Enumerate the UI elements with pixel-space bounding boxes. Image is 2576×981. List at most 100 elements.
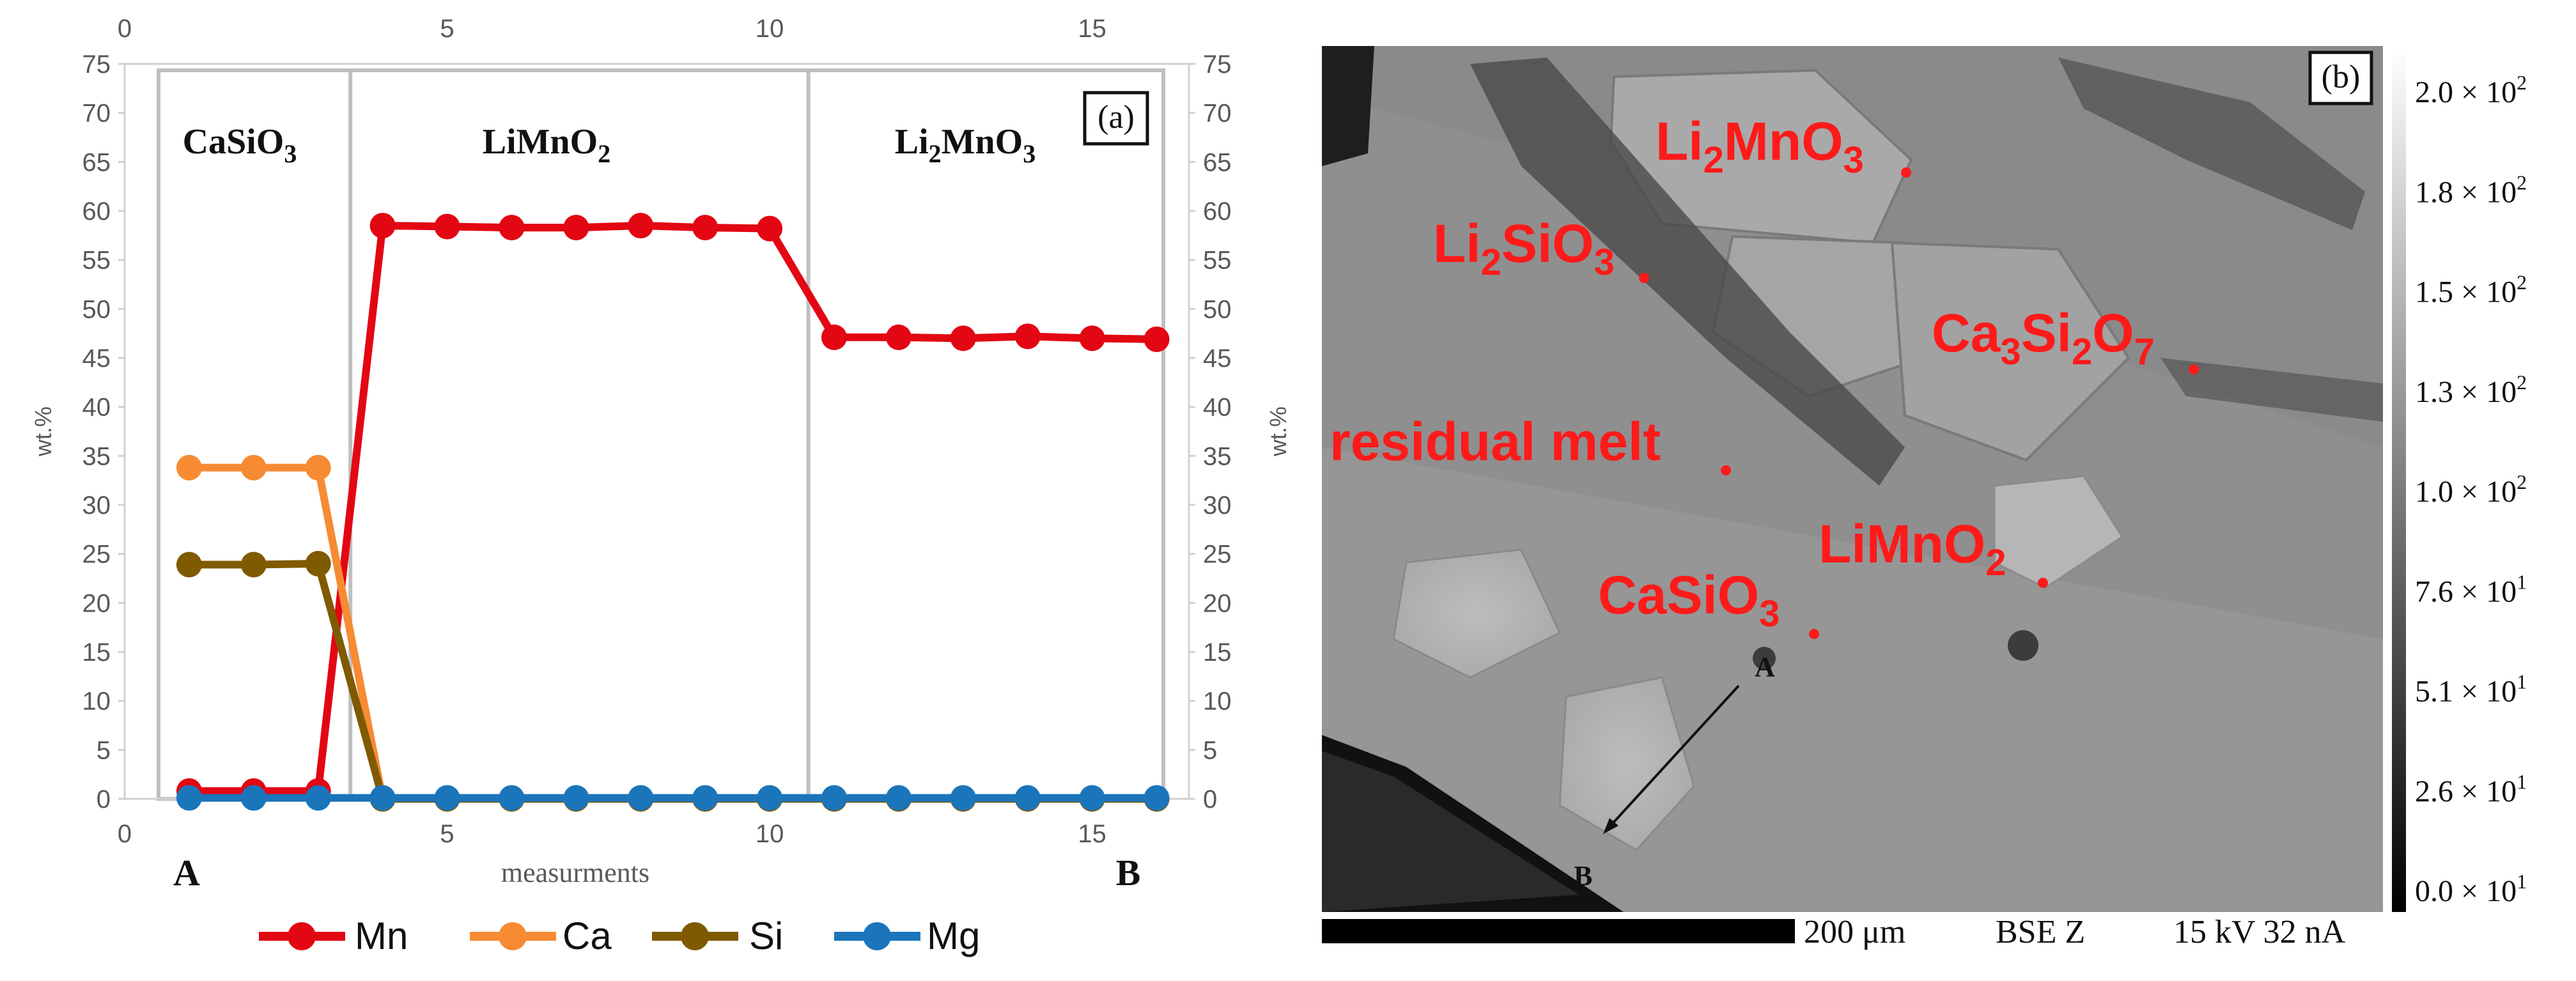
- data-point-mn: [885, 324, 912, 350]
- profile-point-a: A: [1755, 651, 1775, 683]
- micrograph-grain: [1993, 475, 2124, 589]
- y-tick-label-right: 75: [1203, 50, 1232, 79]
- y-tick-label-right: 20: [1203, 589, 1232, 617]
- data-point-mn: [1014, 323, 1041, 350]
- data-point-mg: [563, 785, 589, 811]
- data-point-mg: [757, 785, 783, 811]
- colorbar-labels: 2.0 × 102 1.8 × 102 1.5 × 102 1.3 × 102 1.0 …: [2415, 71, 2527, 908]
- micrograph-streak: [1470, 58, 1905, 486]
- region-label-limno2: LiMnO2: [483, 122, 610, 168]
- phase-label-residual-melt: residual melt: [1330, 412, 1661, 472]
- y-tick-label-left: 15: [82, 638, 111, 667]
- phase-label-li2mno3: Li2MnO3: [1656, 111, 1864, 181]
- data-point-mg: [1014, 785, 1041, 811]
- y-tick-label-left: 60: [82, 197, 111, 226]
- colorbar-label: 7.6 × 101: [2415, 570, 2527, 608]
- colorbar-label: 1.5 × 102: [2415, 271, 2527, 309]
- data-point-mg: [628, 785, 654, 811]
- legend-item-mn: Mn: [259, 915, 408, 957]
- y-tick-label-left: 30: [82, 491, 111, 520]
- legend-item-mg: Mg: [834, 915, 980, 957]
- colorbar-label: 5.1 × 101: [2415, 670, 2527, 709]
- data-point-ca: [240, 454, 267, 481]
- data-point-mn: [628, 213, 654, 238]
- x-ticks-top: 0 5 10 15: [118, 15, 1106, 43]
- profile-line: [1606, 684, 1740, 830]
- micrograph-pit: [2008, 630, 2038, 661]
- data-point-mg: [434, 785, 460, 811]
- micrograph-streak: [2161, 358, 2383, 422]
- region-label-casio3: CaSiO3: [183, 122, 297, 168]
- y-axis-label-right: wt.%: [1265, 406, 1291, 457]
- y-tick-label-left: 0: [97, 785, 111, 814]
- data-point-mg: [369, 785, 396, 811]
- legend-label-si: Si: [749, 915, 783, 957]
- y-tick-label-right: 15: [1203, 638, 1232, 667]
- data-point-si: [305, 551, 331, 576]
- y-tick-label-left: 70: [82, 100, 111, 128]
- data-point-mn: [692, 215, 718, 241]
- y-tick-label-right: 35: [1203, 442, 1232, 470]
- phase-marker: [2038, 578, 2048, 588]
- x-axis-label: measurments: [501, 857, 649, 888]
- plot-frame: [157, 68, 1165, 801]
- series-si: [176, 551, 1170, 812]
- profile-arrowhead: [1603, 818, 1618, 834]
- conditions-label: 15 kV 32 nA: [2173, 914, 2346, 950]
- panel-label-box-a: [1083, 91, 1149, 146]
- y-ticks-left: 0 5 10 15 20 25 30 35 40 45 50 55 60 65 70 75: [82, 50, 125, 814]
- series-mg: [176, 785, 1170, 811]
- data-point-mg: [499, 785, 525, 811]
- data-point-mn: [950, 325, 976, 351]
- y-tick-label-left: 45: [82, 344, 111, 373]
- data-point-si: [240, 552, 267, 578]
- legend-marker-mg: [863, 922, 891, 950]
- phase-marker: [1901, 167, 1911, 178]
- colorbar-label: 2.6 × 101: [2415, 770, 2527, 808]
- data-point-mn: [1144, 326, 1170, 352]
- y-tick-label-right: 65: [1203, 148, 1232, 176]
- panel-label-b: (b): [2322, 59, 2361, 95]
- data-point-ca: [305, 454, 331, 481]
- micrograph-dark-region: [1322, 751, 1579, 912]
- colorbar-label: 1.0 × 102: [2415, 470, 2527, 509]
- y-tick-label-right: 25: [1203, 541, 1232, 569]
- colorbar-label: 0.0 × 101: [2415, 870, 2527, 908]
- micrograph-grain: [1558, 676, 1695, 851]
- series-layer: [176, 213, 1170, 812]
- micrograph-pit: [1753, 647, 1776, 670]
- colorbar: [2392, 46, 2406, 912]
- scale-bar-label: 200 μm: [1804, 914, 1905, 950]
- y-tick-label-left: 50: [82, 295, 111, 323]
- y-tick-label-right: 40: [1203, 394, 1232, 422]
- data-point-mg: [821, 785, 847, 811]
- scale-bar: [1322, 919, 1795, 943]
- y-tick-label-right: 50: [1203, 295, 1232, 323]
- micrograph-grain: [1392, 548, 1561, 679]
- endpoint-label-b: B: [1116, 852, 1141, 893]
- endpoint-label-a: A: [173, 852, 200, 893]
- panel-b-image: A B Li2MnO3 Li2SiO3 Ca3Si2O7 residual me…: [1322, 46, 2527, 950]
- x-tick-label-top: 0: [118, 15, 132, 43]
- legend-marker-mn: [288, 922, 316, 950]
- colorbar-label: 2.0 × 102: [2415, 71, 2527, 109]
- legend-item-si: Si: [652, 915, 783, 957]
- y-tick-label-right: 0: [1203, 785, 1217, 814]
- data-point-mg: [305, 785, 331, 811]
- phase-marker: [1809, 629, 1819, 639]
- x-tick-label-top: 5: [440, 15, 454, 43]
- y-tick-label-left: 65: [82, 148, 111, 176]
- colorbar-label: 1.3 × 102: [2415, 371, 2527, 409]
- legend-item-ca: Ca: [470, 915, 612, 957]
- data-point-mg: [950, 785, 976, 811]
- y-tick-label-right: 30: [1203, 491, 1232, 520]
- y-tick-label-left: 40: [82, 394, 111, 422]
- data-point-si: [176, 552, 202, 578]
- y-tick-label-left: 55: [82, 247, 111, 275]
- phase-label-li2sio3: Li2SiO3: [1433, 213, 1615, 283]
- legend-label-mg: Mg: [927, 915, 980, 957]
- x-tick-label-top: 15: [1078, 15, 1106, 43]
- y-tick-label-left: 20: [82, 589, 111, 617]
